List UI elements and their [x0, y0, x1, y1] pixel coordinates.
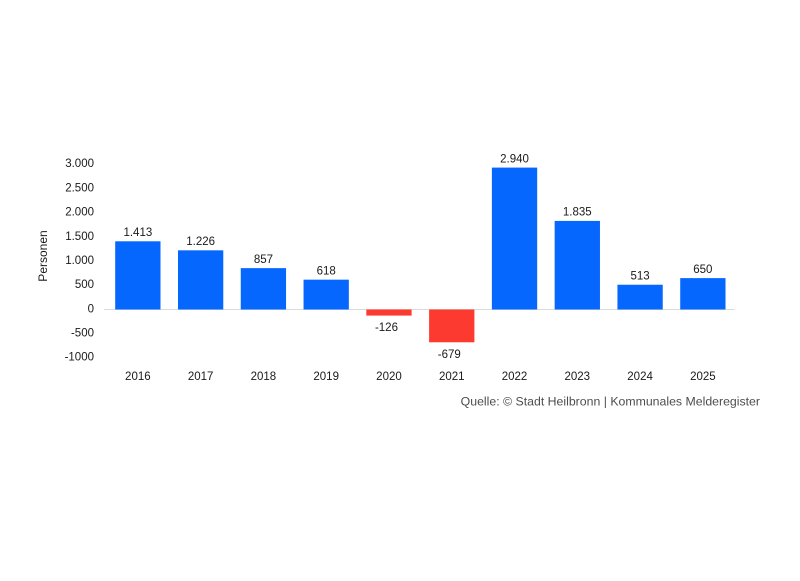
svg-text:2024: 2024 [627, 371, 653, 383]
svg-text:2.500: 2.500 [65, 182, 94, 194]
svg-text:1.226: 1.226 [186, 236, 215, 248]
svg-text:0: 0 [88, 303, 94, 315]
svg-text:-1000: -1000 [65, 352, 94, 364]
svg-text:2022: 2022 [502, 371, 528, 383]
svg-text:1.835: 1.835 [563, 207, 592, 219]
svg-text:-679: -679 [438, 349, 461, 361]
svg-text:2021: 2021 [439, 371, 465, 383]
svg-text:1.500: 1.500 [65, 231, 94, 243]
svg-text:2025: 2025 [690, 371, 716, 383]
svg-text:2016: 2016 [125, 371, 151, 383]
svg-text:Quelle: © Stadt Heilbronn | Ko: Quelle: © Stadt Heilbronn | Kommunales M… [461, 395, 760, 409]
svg-text:618: 618 [317, 265, 336, 277]
svg-text:-500: -500 [71, 327, 94, 339]
svg-text:650: 650 [693, 264, 712, 276]
svg-text:513: 513 [630, 271, 649, 283]
svg-text:2020: 2020 [376, 371, 402, 383]
svg-text:1.413: 1.413 [123, 227, 152, 239]
svg-text:2023: 2023 [565, 371, 591, 383]
svg-text:500: 500 [75, 279, 94, 291]
svg-text:2019: 2019 [313, 371, 339, 383]
svg-text:-126: -126 [375, 322, 398, 334]
svg-text:Personen: Personen [36, 230, 50, 281]
svg-text:857: 857 [254, 254, 273, 266]
svg-text:2.000: 2.000 [65, 207, 94, 219]
svg-text:2017: 2017 [188, 371, 214, 383]
svg-text:2.940: 2.940 [500, 153, 529, 165]
svg-text:1.000: 1.000 [65, 255, 94, 267]
svg-text:3.000: 3.000 [65, 158, 94, 170]
svg-text:2018: 2018 [251, 371, 277, 383]
